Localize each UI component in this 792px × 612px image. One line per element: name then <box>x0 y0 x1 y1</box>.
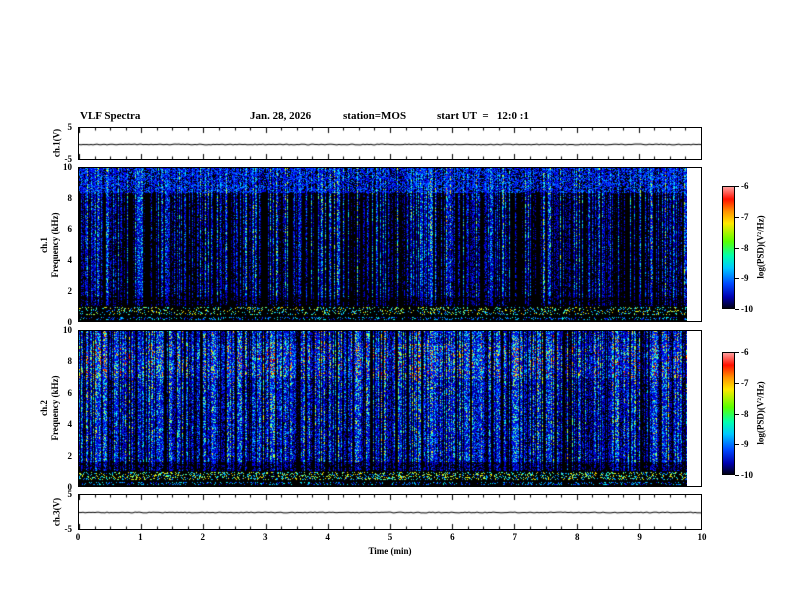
colorbar-tick-label: -10 <box>741 470 753 480</box>
colorbar-tick <box>735 186 739 187</box>
x-tick-label: 3 <box>262 532 268 542</box>
x-tick-label: 7 <box>512 532 518 542</box>
y-tick-label: 10 <box>63 325 72 335</box>
ch2-spectrogram-y-title: ch.2 Frequency (kHz) <box>39 375 61 440</box>
ch1-spectrogram-y-title: ch.1 Frequency (kHz) <box>39 212 61 277</box>
ch3-voltage-y-title: ch.3(V) <box>52 498 63 526</box>
ch2-spectrogram-panel <box>78 330 702 487</box>
y-tick-label: -5 <box>64 154 73 164</box>
ch1-voltage-trace <box>79 128 701 159</box>
y-tick-label: 5 <box>67 122 73 132</box>
x-tick-label: 2 <box>200 532 206 542</box>
date-label: Jan. 28, 2026 <box>250 110 312 122</box>
x-tick-label: 8 <box>574 532 580 542</box>
colorbar-tick-label: -8 <box>741 242 749 253</box>
ch2-colorbar <box>722 352 735 475</box>
colorbar-tick <box>735 383 739 384</box>
y-tick-label: -5 <box>64 524 73 534</box>
ch1-voltage-y-title-text: ch.1(V) <box>51 128 62 158</box>
x-tick-label: 1 <box>138 532 143 542</box>
colorbar-tick-label: -6 <box>741 181 749 191</box>
x-tick-label: 0 <box>75 532 81 542</box>
ch2-spectrogram-image <box>79 331 687 486</box>
station-label: station=MOS <box>343 110 407 122</box>
colorbar-tick-label: -8 <box>741 408 749 419</box>
colorbar-tick-label: -7 <box>741 377 749 388</box>
y-tick-label: 0 <box>67 482 73 492</box>
colorbar-tick <box>735 278 739 279</box>
ch3-voltage-trace <box>79 495 701 529</box>
x-tick-label: 5 <box>387 532 393 542</box>
colorbar-tick-label: -9 <box>741 439 749 450</box>
colorbar-tick <box>735 248 739 249</box>
colorbar-tick <box>735 217 739 218</box>
y-tick-label: 4 <box>67 419 73 430</box>
start-ut-label: start UT = 12:0 :1 <box>437 110 529 122</box>
x-tick-label: 9 <box>637 532 642 542</box>
y-tick-label: 2 <box>67 450 73 461</box>
colorbar-tick-label: -9 <box>741 273 749 284</box>
ch3-voltage-panel <box>78 494 702 530</box>
x-tick-label: 6 <box>450 532 455 542</box>
ch2-frequency-label: Frequency (kHz) <box>50 375 60 441</box>
y-tick-label: 4 <box>67 255 73 265</box>
ch3-voltage-y-title-text: ch.3(V) <box>51 497 62 527</box>
ch1-spectrogram-panel <box>78 167 702 322</box>
y-tick-label: 8 <box>67 193 73 203</box>
colorbar-tick <box>735 414 739 415</box>
colorbar-tick <box>735 309 739 310</box>
x-tick-label: 10 <box>697 532 707 542</box>
ch1-voltage-y-title: ch.1(V) <box>52 129 63 157</box>
ch1-channel-label: ch.1 <box>39 237 49 253</box>
y-tick-label: 5 <box>67 489 73 499</box>
y-tick-label: 0 <box>67 317 73 327</box>
colorbar-tick <box>735 444 739 445</box>
ch1-spectrogram-image <box>79 168 687 321</box>
colorbar-tick <box>735 352 739 353</box>
colorbar-tick-label: -10 <box>741 304 753 314</box>
x-tick-label: 4 <box>325 532 330 542</box>
y-tick-label: 6 <box>67 387 73 398</box>
colorbar-tick-label: -6 <box>741 347 749 357</box>
ch2-channel-label: ch.2 <box>39 400 49 416</box>
y-tick-label: 6 <box>67 224 73 234</box>
y-tick-label: 2 <box>67 286 73 296</box>
ch1-voltage-panel <box>78 127 702 160</box>
y-tick-label: 10 <box>63 162 72 172</box>
plot-title: VLF Spectra <box>80 110 141 122</box>
x-axis-title: Time (min) <box>368 546 412 556</box>
colorbar-tick-label: -7 <box>741 211 749 222</box>
y-tick-label: 8 <box>67 356 73 367</box>
ch1-colorbar <box>722 186 735 309</box>
colorbar-tick <box>735 475 739 476</box>
ch1-frequency-label: Frequency (kHz) <box>50 212 60 278</box>
